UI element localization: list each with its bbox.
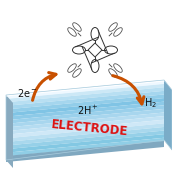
Text: ELECTRODE: ELECTRODE — [51, 118, 129, 138]
Polygon shape — [6, 98, 164, 117]
Polygon shape — [6, 134, 164, 153]
Polygon shape — [6, 102, 164, 120]
Text: 2H$^+$: 2H$^+$ — [77, 103, 99, 117]
Polygon shape — [6, 80, 164, 99]
Polygon shape — [164, 80, 172, 150]
Polygon shape — [6, 127, 164, 146]
Polygon shape — [6, 123, 164, 142]
Polygon shape — [6, 95, 13, 168]
Polygon shape — [6, 80, 164, 99]
Polygon shape — [6, 112, 164, 131]
Polygon shape — [6, 131, 164, 149]
Polygon shape — [6, 84, 164, 102]
Polygon shape — [6, 87, 164, 106]
Polygon shape — [6, 94, 164, 113]
Polygon shape — [6, 141, 164, 162]
Polygon shape — [6, 91, 164, 109]
Polygon shape — [6, 138, 164, 156]
Polygon shape — [6, 105, 164, 124]
Polygon shape — [6, 116, 164, 135]
Polygon shape — [6, 141, 164, 160]
Text: 2e$^-$: 2e$^-$ — [17, 87, 37, 99]
Polygon shape — [6, 120, 164, 138]
Polygon shape — [6, 109, 164, 128]
Text: H$_2$: H$_2$ — [143, 96, 157, 110]
